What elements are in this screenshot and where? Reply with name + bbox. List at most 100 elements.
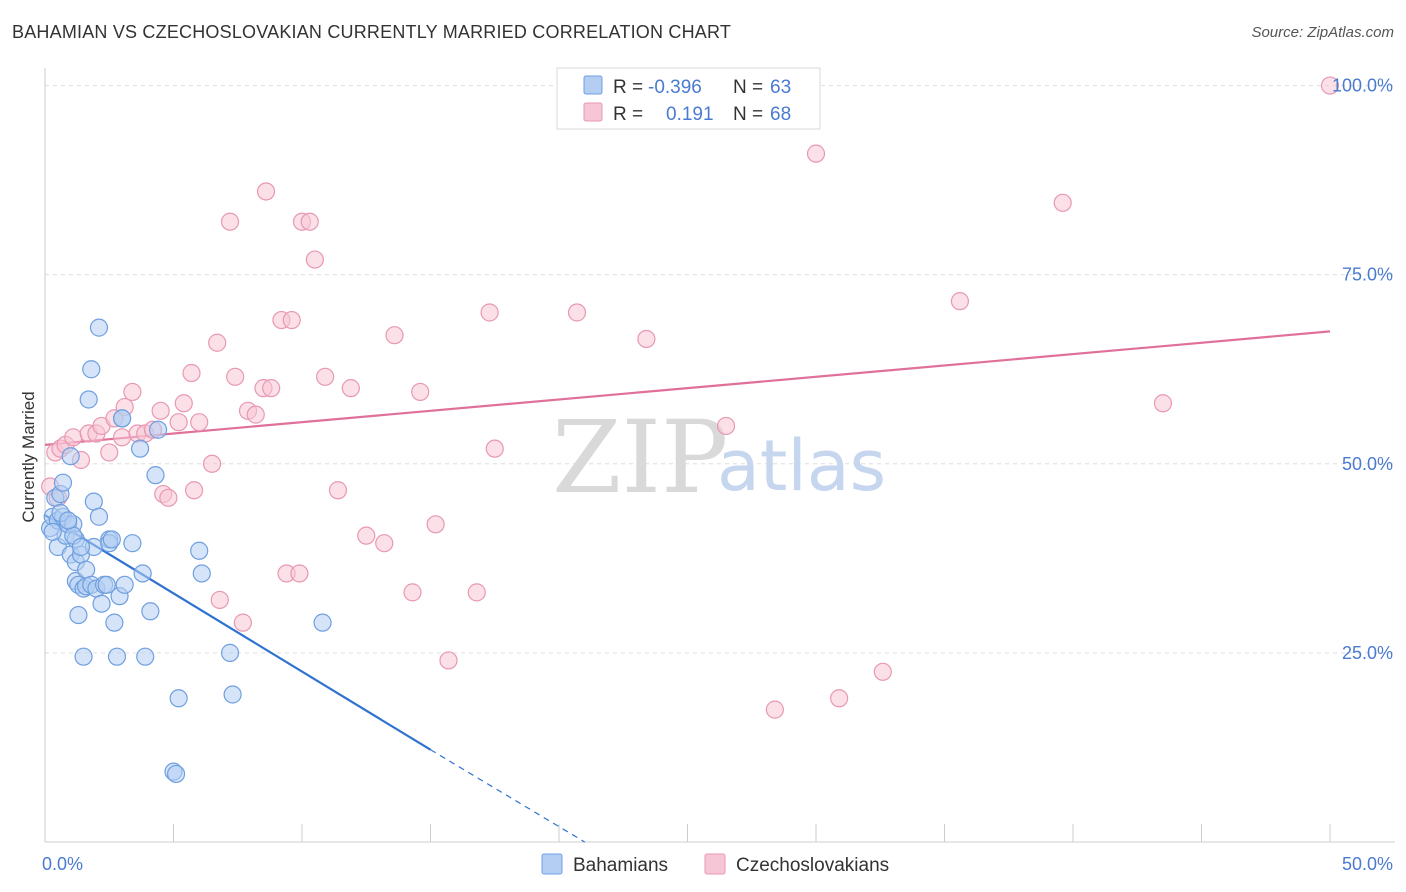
scatter-point — [43, 522, 62, 541]
scatter-point — [105, 613, 124, 632]
scatter-point — [89, 507, 109, 526]
scatter-point — [100, 443, 119, 462]
scatter-point — [190, 413, 209, 432]
scatter-point — [262, 379, 281, 398]
legend-swatch-pink — [583, 102, 603, 122]
scatter-point — [637, 329, 656, 349]
scatter-point — [59, 511, 78, 530]
x-tick-label: 0.0% — [42, 854, 83, 874]
scatter-point — [223, 685, 242, 704]
scatter-point — [567, 303, 587, 322]
scatter-point — [210, 590, 229, 610]
scatter-point — [950, 292, 970, 311]
scatter-point — [123, 382, 142, 402]
bahamian-points — [41, 318, 332, 784]
scatter-point — [136, 647, 155, 666]
bottom-legend-swatch-bahamians — [541, 853, 563, 875]
scatter-point — [375, 534, 394, 553]
scatter-point — [220, 643, 240, 662]
scatter-point — [77, 560, 96, 579]
legend-n-label-blue: N = — [733, 77, 763, 98]
scatter-point — [202, 454, 222, 473]
scatter-point — [69, 605, 88, 625]
scatter-point — [79, 390, 98, 409]
scatter-point — [208, 333, 227, 352]
bottom-legend-swatch-czechoslovakians — [704, 853, 726, 875]
trend-lines — [44, 330, 1331, 843]
trend-line — [44, 330, 1331, 446]
legend-r-value-blue: -0.396 — [648, 77, 702, 98]
legend-n-value-blue: 63 — [770, 77, 791, 98]
scatter-point — [169, 413, 188, 432]
scatter-point — [485, 439, 504, 458]
scatter-point — [716, 416, 736, 436]
scatter-point — [357, 526, 376, 545]
scatter-point — [341, 379, 360, 398]
scatter-point — [146, 466, 165, 485]
scatter-point — [61, 447, 80, 466]
scatter-point — [159, 488, 178, 507]
scatter-point — [97, 575, 116, 594]
scatter-point — [1320, 76, 1340, 95]
scatter-point — [182, 363, 201, 383]
trend-line — [44, 514, 432, 751]
scatter-point — [102, 530, 121, 549]
scatter-point — [84, 492, 103, 511]
scatter-point — [190, 541, 209, 560]
scatter-point — [148, 420, 168, 439]
scatter-point — [403, 583, 422, 602]
scatter-point — [82, 360, 101, 379]
scatter-point — [300, 212, 319, 231]
scatter-point — [74, 647, 93, 666]
y-tick-label: 100.0% — [1332, 76, 1393, 96]
scatter-point — [313, 613, 332, 632]
scatter-point — [123, 534, 142, 553]
trend-line-extension — [430, 749, 586, 843]
scatter-point — [226, 367, 245, 386]
scatter-point — [1053, 193, 1072, 212]
scatter-point — [830, 689, 849, 708]
scatter-point — [92, 594, 111, 613]
scatter-point — [107, 647, 127, 666]
scatter-point — [115, 575, 134, 594]
legend-r-label-blue: R = — [613, 77, 643, 98]
y-tick-label: 50.0% — [1342, 454, 1393, 474]
y-axis-label: Currently Married — [19, 391, 38, 522]
scatter-point — [290, 564, 309, 583]
scatter-point — [169, 689, 188, 708]
legend-swatch-blue — [583, 75, 603, 95]
legend-n-value-pink: 68 — [770, 104, 791, 125]
scatter-point — [873, 662, 892, 681]
y-tick-label: 75.0% — [1342, 265, 1393, 285]
source-credit: Source: ZipAtlas.com — [1251, 24, 1394, 41]
scatter-point — [133, 564, 152, 583]
scatter-point — [233, 613, 252, 632]
scatter-point — [130, 439, 150, 458]
grid-lines — [45, 85, 1395, 654]
scatter-point — [480, 303, 499, 322]
scatter-point — [141, 602, 160, 621]
correlation-legend: R = -0.396 N = 63 R = 0.191 N = 68 — [556, 67, 821, 130]
scatter-point — [220, 212, 240, 231]
scatter-point — [71, 537, 91, 557]
scatter-point — [439, 651, 458, 670]
watermark-zip-text: ZIP — [552, 399, 728, 516]
tick-labels: 25.0% 50.0% 75.0% 100.0% 0.0% 50.0% — [42, 76, 1393, 874]
scatter-point — [64, 428, 83, 447]
watermark-atlas-text: atlas — [717, 425, 886, 507]
scatter-point — [426, 515, 445, 534]
scatter-point — [166, 764, 186, 784]
scatter-point — [385, 326, 404, 345]
scatter-point — [89, 318, 109, 337]
bottom-legend-label-bahamians: Bahamians — [573, 855, 668, 876]
y-tick-label: 25.0% — [1342, 643, 1393, 663]
scatter-point — [246, 405, 265, 424]
legend-n-label-pink: N = — [733, 104, 763, 125]
legend-r-label-pink: R = — [613, 104, 643, 125]
scatter-point — [316, 367, 335, 386]
scatter-point — [192, 564, 211, 583]
scatter-point — [806, 144, 826, 163]
scatter-point — [256, 182, 276, 201]
series-legend: Bahamians Czechoslovakians — [541, 853, 889, 876]
